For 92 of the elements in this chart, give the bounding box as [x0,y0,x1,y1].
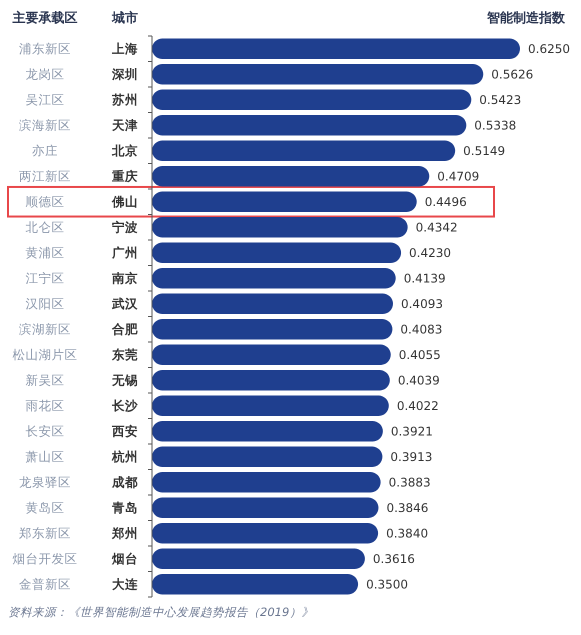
y2-tick-label: 金普新区 [19,576,71,592]
data-label: 0.5338 [474,118,516,132]
bar [152,90,472,110]
y-tick-label: 合肥 [111,322,139,337]
bar [152,242,402,263]
bar [152,396,389,416]
y-tick-label: 杭州 [111,449,138,464]
data-label: 0.4139 [404,271,446,286]
bar [152,64,484,84]
bar [152,498,378,518]
y2-tick-label: 两江新区 [19,168,71,184]
y2-axis-title: 主要承载区 [12,10,78,26]
y2-tick-label: 亦庄 [32,143,58,158]
data-label: 0.3913 [390,450,432,464]
y2-tick-label: 长安区 [26,424,64,439]
y2-tick-label: 汉阳区 [26,296,64,312]
y-tick-label: 天津 [111,118,138,133]
bar [152,166,430,186]
y2-tick-label: 滨湖新区 [19,322,71,337]
y2-tick-label: 郑东新区 [19,526,71,541]
y2-tick-label: 龙岗区 [26,66,64,82]
y2-tick-label: 吴江区 [26,92,64,108]
data-label: 0.3846 [386,500,428,515]
y-tick-label: 长沙 [111,398,139,414]
y2-tick-label: 顺德区 [26,194,64,210]
bar [152,192,417,212]
bar [152,217,408,238]
y-tick-label: 上海 [111,41,138,56]
data-label: 0.6250 [528,42,570,56]
y-tick-label: 广州 [111,245,138,260]
y-tick-label: 南京 [111,270,138,286]
bar [152,140,456,161]
data-label: 0.4055 [398,348,441,362]
data-label: 0.3616 [372,552,415,566]
y-tick-label: 东莞 [111,347,138,362]
data-label: 0.4039 [398,373,440,388]
y-tick-label: 北京 [111,143,138,158]
data-label: 0.5149 [463,144,506,158]
y2-tick-label: 烟台开发区 [12,551,78,566]
y2-tick-label: 龙泉驿区 [19,474,71,490]
data-label: 0.4093 [400,296,443,311]
y-tick-label: 佛山 [111,194,138,210]
bar [152,421,383,442]
y-tick-label: 西安 [111,424,138,439]
y2-tick-label: 浦东新区 [19,41,71,56]
bar [152,268,396,288]
y2-tick-label: 滨海新区 [19,118,71,133]
data-label: 0.4230 [409,246,452,260]
data-label: 0.3500 [366,577,408,592]
data-label: 0.4022 [396,398,439,413]
y2-tick-label: 北仑区 [26,220,64,235]
y2-tick-label: 黄岛区 [26,500,64,516]
y-tick-label: 武汉 [111,296,139,312]
y-tick-label: 大连 [112,576,139,592]
data-label: 0.4496 [424,194,467,209]
bar [152,446,382,467]
bar [152,523,378,544]
y-tick-label: 无锡 [111,372,138,388]
data-label: 0.4342 [416,220,458,234]
data-label: 0.3921 [390,424,433,438]
y-tick-label: 重庆 [111,168,138,184]
y2-tick-label: 江宁区 [26,270,64,286]
y-axis-title: 城市 [111,10,138,26]
y-tick-label: 成都 [111,474,138,490]
y2-tick-label: 雨花区 [26,398,64,414]
y-tick-label: 苏州 [111,92,138,108]
y-tick-label: 青岛 [111,500,138,516]
data-label: 0.5423 [479,92,522,107]
data-label: 0.5626 [491,67,534,82]
bar [152,472,381,492]
data-label: 0.4083 [400,322,442,336]
y2-tick-label: 黄浦区 [26,245,64,260]
bar [152,370,390,390]
bar [152,319,392,340]
data-label: 0.3883 [388,475,431,490]
bar [152,38,520,59]
data-label: 0.3840 [386,526,428,540]
y-tick-label: 宁波 [112,220,138,235]
bar [152,574,358,594]
text: 资料来源：《世界智能制造中心发展趋势报告（2019）》 [8,605,314,619]
x-axis-title: 智能制造指数 [486,10,566,26]
y-tick-label: 郑州 [111,526,138,541]
y2-tick-label: 萧山区 [26,449,64,464]
bar [152,344,391,365]
data-label: 0.4709 [437,169,480,184]
y-tick-label: 深圳 [111,66,138,82]
y2-tick-label: 松山湖片区 [12,347,78,362]
bar [152,548,365,569]
y2-tick-label: 新吴区 [26,372,64,388]
bar [152,294,393,314]
y-tick-label: 烟台 [111,551,138,566]
bar [152,115,466,136]
